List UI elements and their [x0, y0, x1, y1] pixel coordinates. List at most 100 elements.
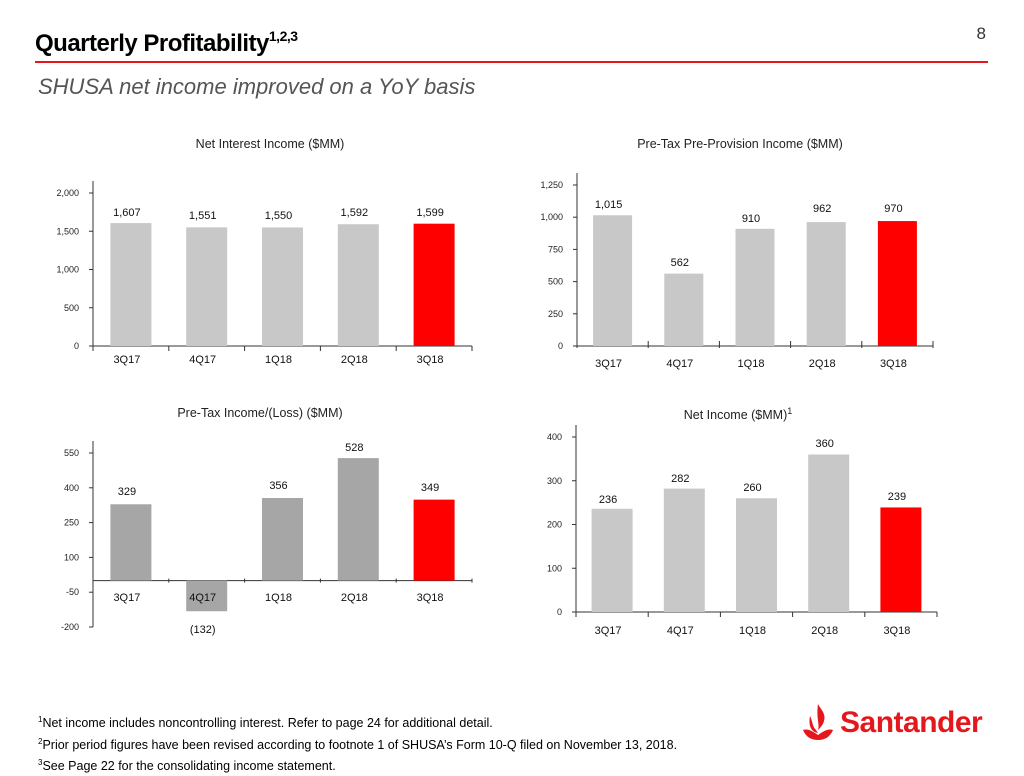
chart-3-y-tick-label: -200 [61, 622, 79, 632]
footnote-2: 2Prior period figures have been revised … [38, 736, 678, 752]
chart-4-x-tick-label: 3Q17 [595, 625, 622, 637]
chart-4-x-tick-label: 2Q18 [811, 625, 838, 637]
chart-1-x-tick-label: 1Q18 [265, 354, 292, 366]
chart-2-bar-1Q18 [735, 228, 775, 346]
flame-icon [803, 704, 833, 740]
chart-3-data-label: 356 [269, 480, 287, 492]
chart-4-data-label: 260 [743, 482, 761, 494]
chart-2-bar-3Q17 [593, 215, 633, 346]
page-number: 8 [976, 24, 986, 43]
chart-3-bar-3Q18 [413, 499, 455, 581]
logo-text: Santander [840, 706, 983, 739]
chart-1-bar-1Q18 [262, 227, 303, 346]
chart-1-x-tick-label: 4Q17 [189, 354, 216, 366]
chart-1-x-tick-label: 3Q18 [417, 354, 444, 366]
chart-1-data-label: 1,599 [416, 207, 444, 219]
chart-2-x-tick-label: 1Q18 [738, 358, 765, 370]
chart-4-data-label: 360 [816, 438, 834, 450]
chart-2-title: Pre-Tax Pre-Provision Income ($MM) [637, 137, 843, 151]
chart-2-y-tick-label: 0 [558, 341, 563, 351]
chart-1-x-tick-label: 3Q17 [113, 354, 140, 366]
chart-2-bar-3Q18 [877, 221, 917, 346]
chart-2-x-tick-label: 3Q18 [880, 358, 907, 370]
footnotes: 1Net income includes noncontrolling inte… [38, 711, 677, 776]
chart-3-data-label: 349 [421, 482, 439, 494]
chart-4-y-tick-label: 300 [547, 476, 562, 486]
page-subtitle: SHUSA net income improved on a YoY basis [38, 74, 476, 99]
chart-2-bar-4Q17 [664, 273, 704, 346]
chart-4-x-tick-label: 4Q17 [667, 625, 694, 637]
chart-4-bar-1Q18 [736, 498, 777, 612]
chart-1-y-tick-label: 500 [64, 303, 79, 313]
chart-4-data-label: 282 [671, 473, 689, 485]
chart-3-bar-4Q17 [186, 580, 228, 612]
chart-4-y-tick-label: 200 [547, 520, 562, 530]
chart-4-bar-3Q17 [591, 508, 633, 612]
chart-4-title-superscript: 1 [787, 406, 792, 416]
chart-3-title: Pre-Tax Income/(Loss) ($MM) [177, 406, 342, 420]
chart-3-x-tick-label: 2Q18 [341, 592, 368, 604]
chart-4-data-label: 236 [599, 494, 617, 506]
chart-2-data-label: 562 [671, 257, 689, 269]
chart-2-data-label: 1,015 [595, 199, 623, 211]
chart-3-y-tick-label: 100 [64, 552, 79, 562]
chart-1-data-label: 1,607 [113, 207, 141, 219]
chart-3-data-label: (132) [190, 624, 216, 636]
chart-1-bar-3Q18 [413, 223, 455, 346]
chart-3-data-label: 528 [345, 442, 363, 454]
chart-2-y-tick-label: 500 [548, 277, 563, 287]
title-divider [35, 61, 988, 63]
chart-4-x-tick-label: 3Q18 [883, 625, 910, 637]
chart-2-y-tick-label: 250 [548, 309, 563, 319]
chart-3-bar-1Q18 [262, 498, 303, 581]
chart-2-x-tick-label: 3Q17 [595, 358, 622, 370]
chart-1-y-tick-label: 1,500 [56, 226, 79, 236]
chart-1-bar-4Q17 [186, 227, 228, 346]
chart-4-bar-2Q18 [808, 454, 850, 612]
chart-2-y-tick-label: 750 [548, 244, 563, 254]
chart-4-title: Net Income ($MM)1 [684, 406, 793, 422]
chart-3-bar-3Q17 [110, 504, 152, 581]
chart-1-y-tick-label: 1,000 [56, 265, 79, 275]
chart-3-data-label: 329 [118, 486, 136, 498]
chart-2-bar-2Q18 [806, 222, 846, 346]
chart-3-x-tick-label: 4Q17 [189, 592, 216, 604]
chart-3-x-tick-label: 1Q18 [265, 592, 292, 604]
chart-4-x-tick-label: 1Q18 [739, 625, 766, 637]
chart-2-y-tick-label: 1,250 [540, 180, 563, 190]
chart-3-bar-2Q18 [337, 458, 379, 581]
chart-2-data-label: 962 [813, 203, 831, 215]
page-title: Quarterly Profitability1,2,3 [35, 28, 298, 57]
chart-4-bar-3Q18 [880, 507, 922, 612]
chart-4-data-label: 239 [888, 491, 906, 503]
chart-1-data-label: 1,550 [265, 210, 293, 222]
chart-2-x-tick-label: 2Q18 [809, 358, 836, 370]
chart-1-data-label: 1,551 [189, 210, 217, 222]
chart-1-bar-2Q18 [337, 224, 379, 346]
chart-1-y-tick-label: 0 [74, 341, 79, 351]
chart-3-y-tick-label: -50 [66, 587, 79, 597]
title-superscript: 1,2,3 [268, 28, 298, 44]
footnote-1: 1Net income includes noncontrolling inte… [38, 715, 493, 731]
chart-3-y-tick-label: 250 [64, 518, 79, 528]
charts-canvas: Net Interest Income ($MM) 0 500 1,000 1,500 2… [56, 137, 938, 637]
santander-logo: Santander [800, 700, 990, 750]
chart-2-y-tick-label: 1,000 [540, 212, 563, 222]
footnote-3: 3See Page 22 for the consolidating incom… [38, 758, 336, 774]
chart-4-y-tick-label: 400 [547, 432, 562, 442]
chart-4-bar-4Q17 [663, 488, 705, 612]
chart-2-data-label: 910 [742, 213, 760, 225]
chart-3-x-tick-label: 3Q18 [417, 592, 444, 604]
chart-4-y-tick-label: 100 [547, 563, 562, 573]
chart-1-y-tick-label: 2,000 [56, 188, 79, 198]
chart-3-x-tick-label: 3Q17 [113, 592, 140, 604]
chart-1-title: Net Interest Income ($MM) [196, 137, 345, 151]
chart-2-x-tick-label: 4Q17 [666, 358, 693, 370]
chart-2-data-label: 970 [884, 203, 902, 215]
chart-3-y-tick-label: 550 [64, 448, 79, 458]
chart-1-data-label: 1,592 [341, 207, 369, 219]
chart-1-bar-3Q17 [110, 223, 152, 346]
chart-3-y-tick-label: 400 [64, 483, 79, 493]
chart-4-y-tick-label: 0 [557, 607, 562, 617]
chart-1-x-tick-label: 2Q18 [341, 354, 368, 366]
